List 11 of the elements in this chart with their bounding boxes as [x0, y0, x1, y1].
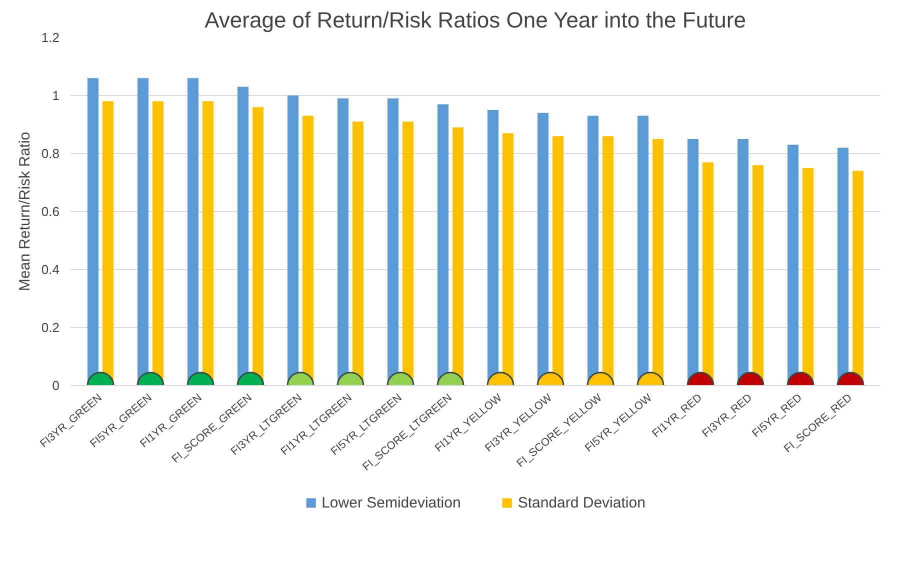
y-tick-label: 0.2 [41, 320, 60, 335]
legend-label: Standard Deviation [518, 494, 646, 511]
y-tick-label: 1.2 [41, 30, 60, 45]
y-tick-label: 0.8 [41, 146, 60, 161]
legend-label: Lower Semideviation [322, 494, 461, 511]
y-tick-label: 0 [52, 378, 60, 393]
y-axis-title: Mean Return/Risk Ratio [16, 132, 34, 292]
y-tick-label: 0.6 [41, 204, 60, 219]
y-tick-label: 0.4 [41, 262, 60, 277]
chart-title: Average of Return/Risk Ratios One Year into the Future [204, 8, 746, 32]
y-tick-label: 1 [52, 88, 60, 103]
